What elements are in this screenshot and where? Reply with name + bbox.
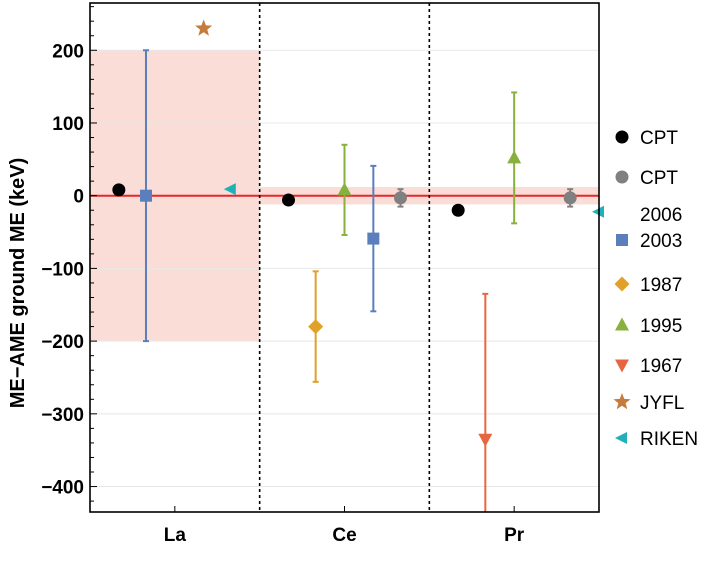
x-category-label: Ce xyxy=(332,525,356,546)
point-riken-pr xyxy=(592,205,604,218)
legend-label: CPT xyxy=(640,168,678,189)
legend-label: 2006 xyxy=(640,205,682,226)
legend-marker-cpt-2006 xyxy=(615,170,629,184)
error-bar-1967-pr xyxy=(482,292,489,512)
point-1995-pr xyxy=(507,150,522,164)
grid-lines xyxy=(90,49,599,488)
point-jyfl-la xyxy=(195,19,213,36)
point-cpt-pr xyxy=(451,203,465,217)
x-category-label: La xyxy=(164,525,187,546)
legend-marker-2003 xyxy=(616,234,628,246)
point-2003-ce xyxy=(367,232,380,245)
point-1987-ce xyxy=(308,319,324,335)
point-1995-ce xyxy=(337,182,352,196)
legend-marker-1967 xyxy=(615,359,629,373)
legend-label: 2003 xyxy=(640,231,682,252)
y-tick-label: 0 xyxy=(73,187,84,208)
point-1967-pr xyxy=(478,433,493,447)
legend-label: RIKEN xyxy=(640,429,698,450)
legend: CPT CPT 2006 2003 1987 1995 1967 JYFL RIKEN xyxy=(613,128,698,450)
legend-marker-1987 xyxy=(614,276,630,292)
point-cpt-2006-ce xyxy=(393,191,407,205)
point-cpt-ce xyxy=(282,193,296,207)
legend-marker-1995 xyxy=(615,317,629,331)
legend-item-1967: 1967 xyxy=(615,356,682,377)
point-2003-la xyxy=(139,189,152,202)
y-tick-label: −300 xyxy=(41,405,84,426)
legend-label: 1987 xyxy=(640,275,682,296)
legend-label: JYFL xyxy=(640,393,684,414)
point-cpt-2006-pr xyxy=(563,191,577,205)
x-axis-ticks: La Ce Pr xyxy=(164,506,525,546)
y-tick-label: 100 xyxy=(52,114,84,135)
x-category-label: Pr xyxy=(504,525,525,546)
legend-item-cpt: CPT xyxy=(615,128,678,149)
y-tick-label: −200 xyxy=(41,332,84,353)
legend-item-1995: 1995 xyxy=(615,316,682,337)
y-tick-label: −400 xyxy=(41,478,84,499)
y-tick-label: 200 xyxy=(52,41,84,62)
category-dividers xyxy=(258,3,431,512)
legend-item-cpt-2006: CPT 2006 xyxy=(615,168,682,226)
legend-marker-riken xyxy=(615,432,627,444)
legend-item-jyfl: JYFL xyxy=(613,393,684,414)
data-points xyxy=(112,19,604,447)
y-tick-label: −100 xyxy=(41,259,84,280)
point-riken-la xyxy=(223,183,236,196)
legend-item-2003: 2003 xyxy=(616,231,682,252)
legend-item-riken: RIKEN xyxy=(615,429,698,450)
legend-marker-jyfl xyxy=(613,393,631,410)
point-cpt-la xyxy=(112,183,126,197)
y-axis-label: ME−AME ground ME (keV) xyxy=(7,158,29,409)
legend-label: 1995 xyxy=(640,316,682,337)
legend-item-1987: 1987 xyxy=(614,275,682,296)
legend-label: CPT xyxy=(640,128,678,149)
legend-label: 1967 xyxy=(640,356,682,377)
legend-marker-cpt xyxy=(615,130,629,144)
y-axis-ticks: 200 100 0 −100 −200 −300 −400 xyxy=(41,6,97,502)
